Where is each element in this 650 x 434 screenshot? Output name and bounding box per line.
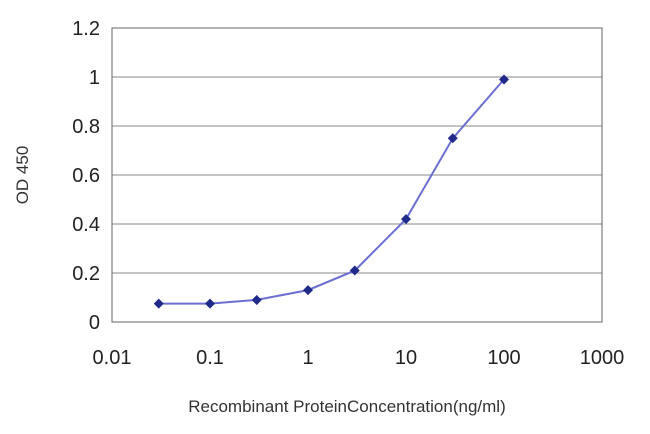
y-axis-label: OD 450 — [13, 146, 32, 205]
x-tick-labels: 0.01 0.1 1 10 100 1000 — [93, 347, 625, 369]
data-point-marker — [349, 265, 360, 276]
y-tick-label: 0.2 — [72, 263, 100, 285]
gridlines — [112, 76, 602, 274]
data-point-marker — [303, 285, 313, 296]
x-tick-label: 0.1 — [196, 347, 224, 369]
x-tick-label: 10 — [395, 347, 417, 369]
data-point-marker — [251, 294, 262, 305]
x-axis-label: Recombinant ProteinConcentration(ng/ml) — [188, 397, 506, 416]
x-tick-label: 0.01 — [93, 347, 132, 369]
data-point-marker — [499, 74, 509, 85]
y-tick-label: 0.4 — [72, 214, 100, 236]
y-tick-label: 1 — [89, 67, 100, 89]
data-point-marker — [153, 298, 164, 309]
y-tick-labels: 0 0.2 0.4 0.6 0.8 1 1.2 — [72, 18, 100, 334]
data-point-marker — [205, 298, 215, 309]
y-tick-label: 1.2 — [72, 18, 100, 40]
y-tick-label: 0.8 — [72, 116, 100, 138]
data-series — [153, 74, 509, 309]
y-tick-label: 0.6 — [72, 165, 100, 187]
x-tick-label: 1000 — [580, 347, 625, 369]
x-tick-label: 100 — [487, 347, 520, 369]
series-line — [158, 78, 505, 305]
plot-area-frame — [111, 27, 603, 323]
x-tick-label: 1 — [302, 347, 313, 369]
y-tick-label: 0 — [89, 312, 100, 334]
data-point-marker — [401, 214, 411, 225]
data-point-marker — [447, 133, 458, 144]
